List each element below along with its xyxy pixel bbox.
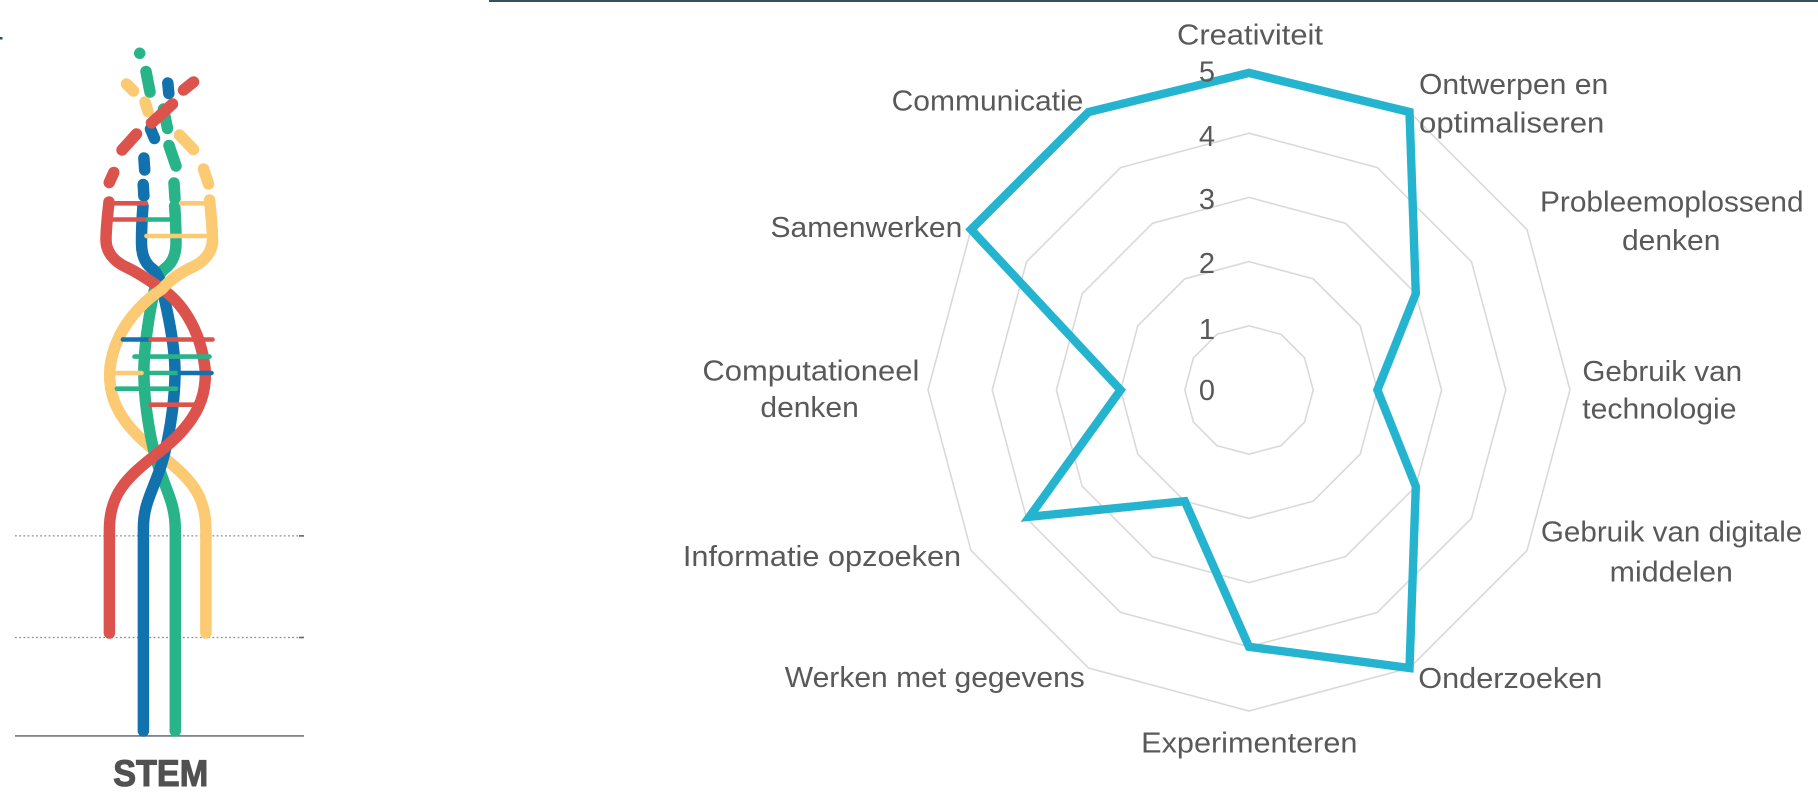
svg-text:0: 0 xyxy=(1199,375,1215,407)
svg-text:Gebruik van: Gebruik van xyxy=(1582,356,1742,388)
svg-text:Computationeel: Computationeel xyxy=(702,356,919,388)
svg-text:Communicatie: Communicatie xyxy=(892,86,1084,118)
svg-text:Experimenteren: Experimenteren xyxy=(1141,728,1357,760)
svg-text:Werken met gegevens: Werken met gegevens xyxy=(785,662,1085,694)
svg-text:denken: denken xyxy=(760,392,858,424)
svg-text:STEM: STEM xyxy=(113,753,208,793)
svg-text:Gebruik van digitale: Gebruik van digitale xyxy=(1541,517,1802,549)
svg-text:Ontwerpen en: Ontwerpen en xyxy=(1419,69,1608,101)
svg-text:3: 3 xyxy=(1199,184,1215,216)
svg-text:5: 5 xyxy=(1199,57,1215,89)
svg-text:Samenwerken: Samenwerken xyxy=(771,212,963,244)
svg-text:Creativiteit: Creativiteit xyxy=(1177,20,1323,52)
svg-text:denken: denken xyxy=(1622,225,1720,257)
svg-text:middelen: middelen xyxy=(1610,557,1733,589)
svg-text:2: 2 xyxy=(1199,248,1215,280)
svg-text:Onderzoeken: Onderzoeken xyxy=(1418,663,1602,695)
svg-text:optimaliseren: optimaliseren xyxy=(1419,108,1604,140)
svg-text:4: 4 xyxy=(1199,121,1215,153)
svg-text:1: 1 xyxy=(1199,314,1215,346)
svg-text:Probleemoplossend: Probleemoplossend xyxy=(1540,187,1804,219)
svg-text:technologie: technologie xyxy=(1582,394,1736,426)
svg-text:Informatie opzoeken: Informatie opzoeken xyxy=(683,541,961,573)
